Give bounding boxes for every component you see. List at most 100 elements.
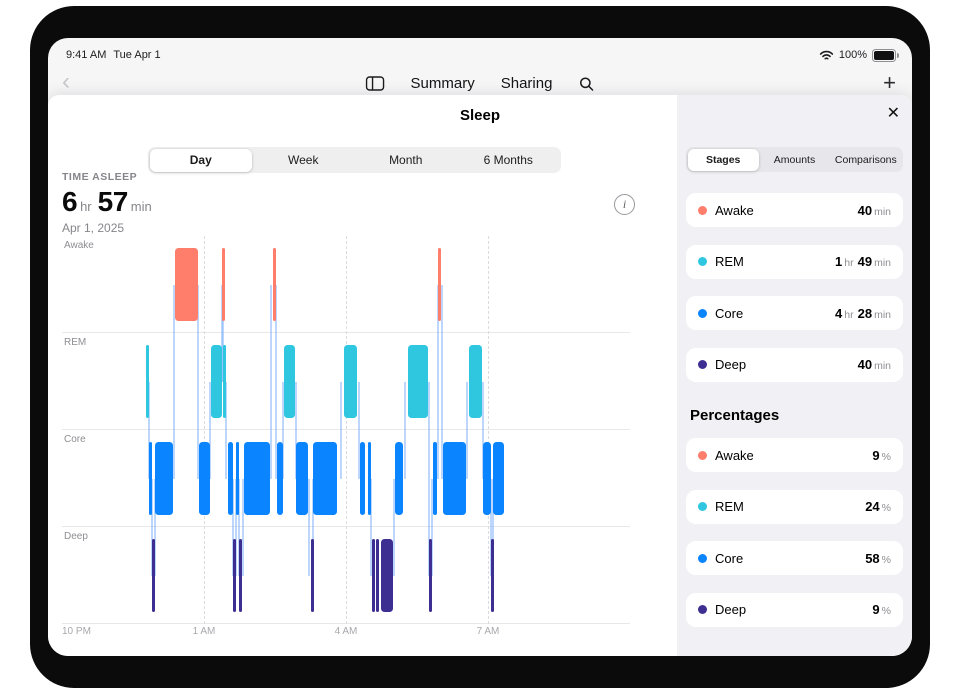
x-tick-label: 10 PM <box>62 626 91 637</box>
stage-value: 40 min <box>857 202 891 218</box>
stage-color-dot <box>698 605 707 614</box>
navigation-bar: ‹ Summary Sharing + <box>48 67 912 100</box>
stage-transition-line <box>241 478 244 576</box>
metric-number: 6 <box>62 186 78 217</box>
stage-transition-line <box>481 381 484 479</box>
sleep-segment-core <box>394 442 404 516</box>
stage-value: 1 hr 49 min <box>835 254 891 269</box>
stage-color-dot <box>698 502 707 511</box>
chart-x-axis: 10 PM 1 AM 4 AM 7 AM <box>62 626 630 640</box>
sleep-segment-core <box>442 442 467 516</box>
stage-value: 9% <box>872 602 891 617</box>
sleep-segment-deep <box>371 539 375 613</box>
battery-percent: 100% <box>838 49 867 61</box>
sidebar-toggle-icon[interactable] <box>365 76 385 91</box>
summary-button[interactable]: Summary <box>410 75 475 92</box>
stage-value: 24% <box>865 499 891 514</box>
details-tab-amounts[interactable]: Amounts <box>773 153 816 166</box>
stage-transition-line <box>154 478 157 576</box>
sleep-segment-rem <box>146 345 150 419</box>
sleep-segment-core <box>243 442 270 516</box>
status-date: Tue Apr 1 <box>113 49 161 61</box>
stage-transition-line <box>222 284 225 382</box>
sleep-segment-deep <box>310 539 314 613</box>
stage-transition-line <box>197 284 200 479</box>
stage-transition-line <box>150 478 153 576</box>
percentage-row-deep: Deep 9% <box>686 592 903 627</box>
stage-transition-line <box>492 478 495 576</box>
stage-transition-line <box>225 381 228 479</box>
sleep-segment-rem <box>407 345 429 419</box>
duration-row-awake: Awake 40 min <box>686 193 903 227</box>
range-tab-day[interactable]: Day <box>149 148 252 172</box>
stage-transition-line <box>172 284 175 479</box>
stage-transition-line <box>270 284 273 479</box>
sleep-segment-deep <box>490 539 494 613</box>
sleep-segment-rem <box>468 345 483 419</box>
sleep-stages-chart[interactable]: Awake REM Core Deep <box>62 236 630 624</box>
stage-color-dot <box>698 553 707 563</box>
x-tick-label: 1 AM <box>192 626 216 637</box>
stage-transition-line <box>370 478 373 576</box>
stage-transition-line <box>357 381 360 479</box>
stage-name: Deep <box>715 357 747 372</box>
details-tab-stages[interactable]: Stages <box>687 148 759 171</box>
stage-row-label: REM <box>64 337 87 348</box>
stage-color-dot <box>698 450 707 460</box>
stage-transition-line <box>209 381 212 479</box>
stage-transition-line <box>431 478 434 576</box>
sleep-segment-rem <box>223 345 227 419</box>
info-icon[interactable]: i <box>614 194 635 215</box>
screen: 9:41 AM Tue Apr 1 100% ‹ <box>48 38 912 656</box>
stage-durations-list: Awake 40 min REM 1 hr 49 min Core 4 hr 28 min Deep 40 m… <box>686 193 903 399</box>
duration-row-deep: Deep 40 min <box>686 347 903 382</box>
percentages-heading: Percentages <box>690 407 780 424</box>
stage-name: REM <box>715 254 744 269</box>
time-range-segmented-control[interactable]: Day Week Month 6 Months <box>148 147 561 173</box>
sleep-segment-core <box>236 442 240 516</box>
details-tab-comparisons[interactable]: Comparisons <box>834 153 897 166</box>
stage-transition-line <box>466 381 469 479</box>
battery-icon <box>872 48 899 62</box>
stage-name: Deep <box>715 602 747 617</box>
sleep-segment-deep <box>151 539 156 613</box>
stage-transition-line <box>282 381 285 479</box>
sleep-main-content: Day Week Month 6 Months TIME ASLEEP 6 hr 57 mi… <box>48 95 677 656</box>
stage-transition-line <box>440 284 443 479</box>
range-tab-6-months[interactable]: 6 Months <box>483 153 533 167</box>
range-tab-month[interactable]: Month <box>389 153 423 167</box>
status-bar: 9:41 AM Tue Apr 1 100% <box>48 38 912 67</box>
metric-label: TIME ASLEEP <box>62 171 138 183</box>
stage-row-label: Deep <box>64 531 88 542</box>
sleep-segment-deep <box>381 539 393 613</box>
stage-name: REM <box>715 499 744 514</box>
range-tab-week[interactable]: Week <box>288 153 319 167</box>
sleep-segment-core <box>227 442 234 516</box>
add-button[interactable]: + <box>883 70 896 95</box>
back-button[interactable]: ‹ <box>62 68 70 95</box>
metric-unit: hr <box>80 199 92 214</box>
search-icon[interactable] <box>578 76 594 92</box>
stage-color-dot <box>698 205 707 215</box>
wifi-icon <box>819 50 834 61</box>
stage-transition-line <box>148 381 151 479</box>
sharing-button[interactable]: Sharing <box>500 75 553 92</box>
stage-transition-line <box>238 478 241 576</box>
stage-row-label: Awake <box>64 240 94 251</box>
stage-transition-line <box>404 381 407 479</box>
sleep-segment-core <box>149 442 153 516</box>
sleep-segment-deep <box>376 539 380 613</box>
stage-transition-line <box>427 381 430 576</box>
stage-transition-line <box>235 478 238 576</box>
duration-row-rem: REM 1 hr 49 min <box>686 244 903 279</box>
x-tick-label: 4 AM <box>334 626 358 637</box>
percentage-row-rem: REM 24% <box>686 489 903 524</box>
sleep-segment-core <box>296 442 308 516</box>
sleep-segment-core <box>277 442 283 516</box>
ipad-device: 9:41 AM Tue Apr 1 100% ‹ <box>30 6 930 688</box>
close-icon[interactable]: ✕ <box>886 105 900 122</box>
metric-date: Apr 1, 2025 <box>62 221 125 235</box>
stage-name: Core <box>715 550 744 566</box>
sleep-stages-plot: Awake REM Core Deep <box>62 236 630 624</box>
details-segmented-control[interactable]: Stages Amounts Comparisons <box>686 147 903 172</box>
